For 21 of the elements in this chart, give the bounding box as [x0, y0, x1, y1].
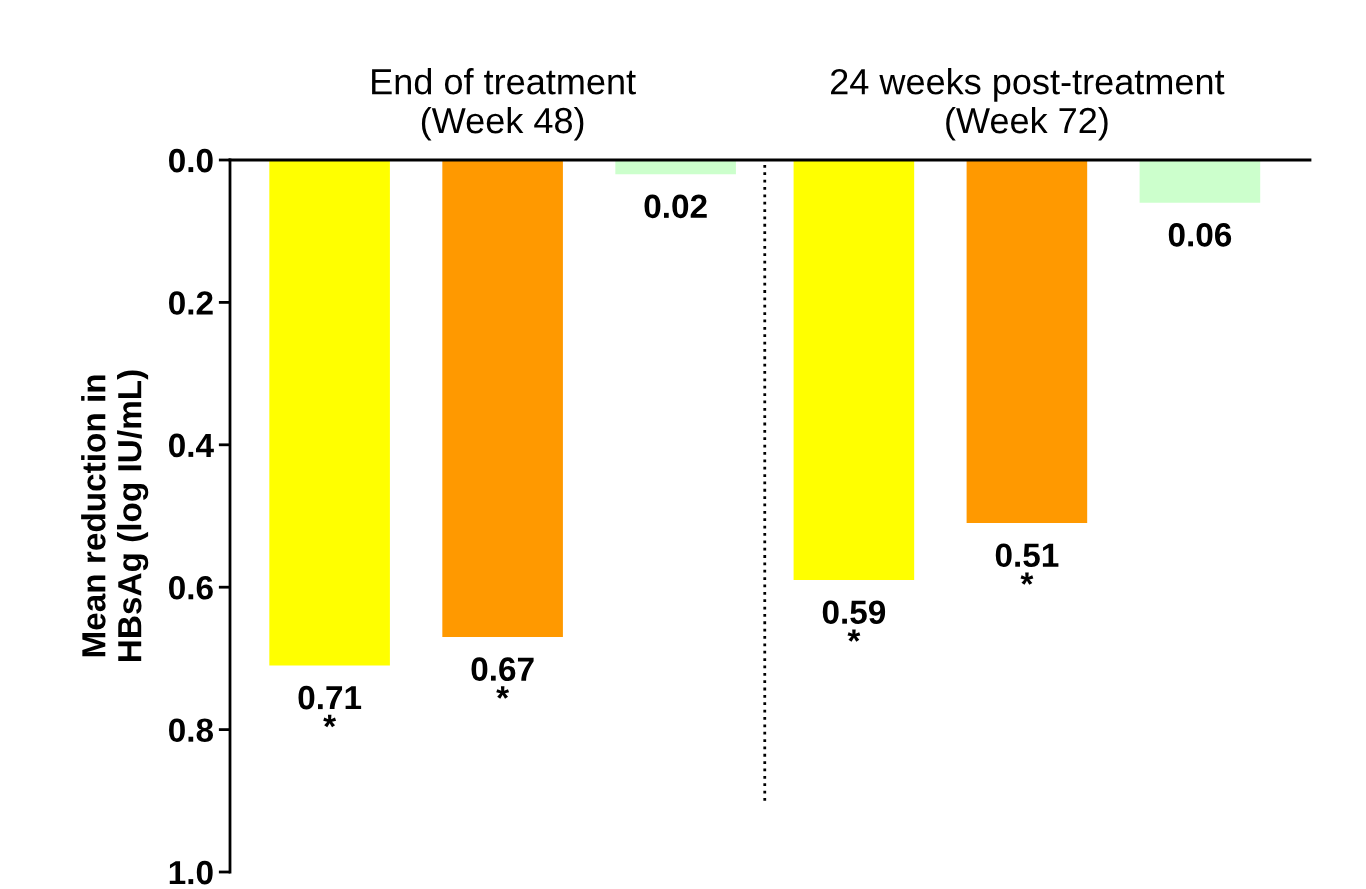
- y-axis-title: Mean reduction in HBsAg (log IU/mL): [81, 370, 149, 661]
- y-tick-label: 0.4: [169, 433, 214, 458]
- x-tick-label: 24 weeks post-treatment (Week 72): [831, 68, 1225, 141]
- y-tick-label: 0.2: [169, 291, 213, 315]
- data-label: 0.59 *: [822, 600, 886, 642]
- data-label: 0.02: [644, 194, 707, 219]
- bar: [793, 160, 915, 581]
- y-tick-label: 0.8: [169, 718, 214, 743]
- data-label: 0.51 *: [995, 543, 1059, 585]
- y-tick-label: 0.6: [169, 576, 213, 600]
- data-label: 0.67 *: [471, 657, 534, 699]
- text: 0.0: [169, 148, 213, 173]
- data-label: 0.71 *: [298, 685, 362, 728]
- x-tick-label: End of treatment (Week 48): [372, 68, 636, 141]
- bar: [442, 160, 563, 638]
- data-label: 0.06: [1168, 223, 1232, 247]
- bar: [269, 160, 390, 666]
- bar: [966, 160, 1088, 524]
- bar: [1139, 160, 1261, 203]
- text: 1.0: [169, 860, 213, 885]
- bar: [615, 160, 736, 175]
